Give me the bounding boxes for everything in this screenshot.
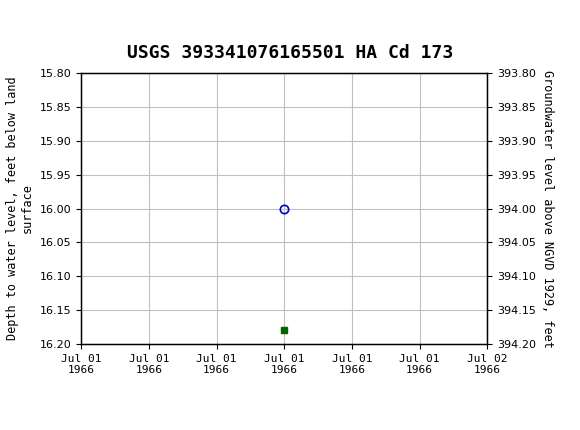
Y-axis label: Depth to water level, feet below land
surface: Depth to water level, feet below land su… — [6, 77, 34, 341]
Text: ≡USGS: ≡USGS — [9, 16, 90, 36]
Legend: Period of approved data: Period of approved data — [186, 429, 382, 430]
Y-axis label: Groundwater level above NGVD 1929, feet: Groundwater level above NGVD 1929, feet — [542, 70, 554, 347]
Text: USGS 393341076165501 HA Cd 173: USGS 393341076165501 HA Cd 173 — [127, 44, 453, 62]
